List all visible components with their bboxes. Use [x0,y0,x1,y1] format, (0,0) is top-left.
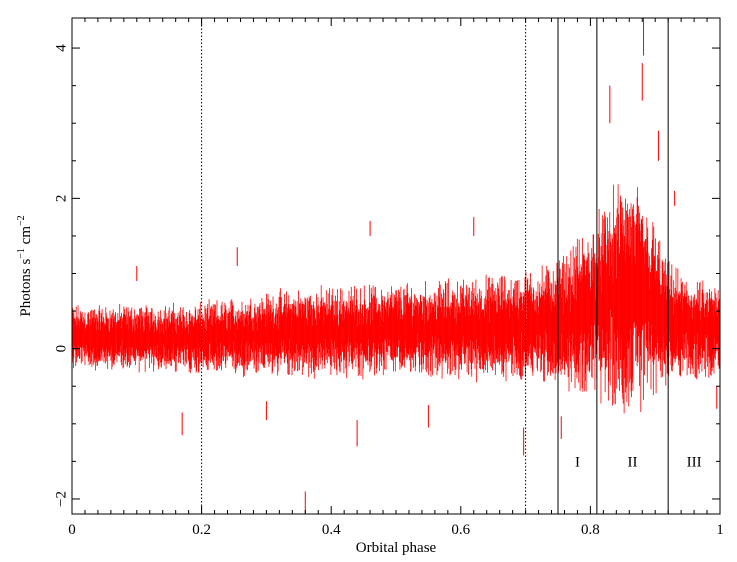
region-label: I [575,454,580,470]
x-tick-label: 0.4 [322,522,341,538]
region-label: II [628,454,638,470]
y-axis-label-exp2: −2 [16,215,27,226]
x-tick-label: 0.8 [581,522,600,538]
y-tick-label: −2 [53,491,69,507]
axis-ticks: 0 0.2 0.4 0.6 0.8 1 −2 0 2 4 [53,18,724,538]
x-tick-label: 0.6 [451,522,470,538]
x-tick-label: 0.2 [192,522,211,538]
y-axis-label: Photons s−1 cm−2 [16,215,34,316]
y-tick-label: 4 [53,44,69,52]
y-axis-label-mid: cm [18,226,34,248]
x-tick-label: 1 [716,522,724,538]
region-label: III [687,454,702,470]
x-tick-label: 0 [68,522,76,538]
y-tick-label: 2 [53,195,69,203]
data-series-layer [71,18,721,514]
y-axis-label-base: Photons s [18,259,34,317]
y-axis-label-exp1: −1 [16,248,27,259]
region-labels: I II III [575,454,702,470]
x-axis-label: Orbital phase [356,540,437,556]
y-tick-label: 0 [53,345,69,353]
